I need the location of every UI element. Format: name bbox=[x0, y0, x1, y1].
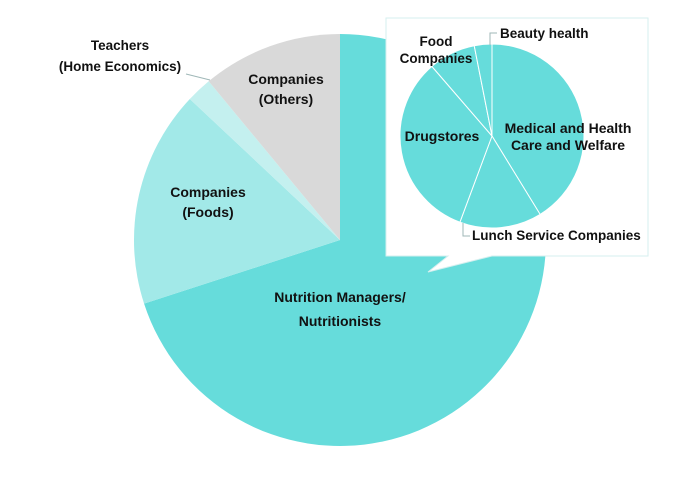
pie-slice-teachers-home-economics bbox=[189, 81, 340, 241]
leader-lines bbox=[185, 32, 497, 237]
pie-labels: Nutrition Managers/Nutritionists Companie… bbox=[59, 26, 641, 329]
breakdown-slice-label-lunch-service-companies: Lunch Service Companies bbox=[472, 228, 641, 243]
breakdown-slice-leader-lunch-service-companies bbox=[462, 223, 470, 237]
main-slice-leader-teachers-home-economics bbox=[185, 73, 211, 81]
main-slice-label-line: Nutrition Managers/ bbox=[274, 289, 406, 305]
breakdown-slice-leader-beauty-health bbox=[489, 32, 497, 45]
breakdown-slice-label-line: Companies bbox=[400, 51, 473, 66]
breakdown-slice-label-medical-and-health-care-and-welfare: Medical and Health Care and Welfare bbox=[505, 120, 632, 153]
main-slice-label-line: Teachers bbox=[91, 38, 149, 53]
main-slice-label-line: (Home Economics) bbox=[59, 59, 181, 74]
breakdown-slice-label-line: Lunch Service Companies bbox=[472, 228, 641, 243]
pie-slice-companies-others bbox=[208, 34, 340, 240]
breakdown-slice-label-line: Food bbox=[420, 34, 453, 49]
breakdown-slice-label-line: Beauty health bbox=[500, 26, 589, 41]
main-slice-label-line: (Others) bbox=[259, 91, 313, 107]
breakdown-slice-label-food-companies: Food Companies bbox=[400, 34, 473, 66]
main-slice-label-companies-others: Companies (Others) bbox=[248, 71, 324, 107]
main-slice-label-line: Companies bbox=[170, 184, 246, 200]
breakdown-slice-label-beauty-health: Beauty health bbox=[500, 26, 589, 41]
breakdown-slice-drugstores bbox=[399, 65, 493, 223]
breakdown-slice-label-line: Drugstores bbox=[405, 128, 480, 144]
breakdown-slice-label-drugstores: Drugstores bbox=[405, 128, 480, 144]
breakdown-slice-label-line: Medical and Health bbox=[505, 120, 632, 136]
breakdown-pie bbox=[399, 43, 585, 229]
main-slice-label-teachers-home-economics: Teachers (Home Economics) bbox=[59, 38, 181, 74]
pie-slice-companies-foods bbox=[133, 98, 340, 304]
breakdown-slice-beauty-health bbox=[473, 43, 493, 137]
main-slice-label-nutrition-managers-nutritionists: Nutrition Managers/Nutritionists bbox=[274, 289, 406, 329]
main-slice-label-line: Nutritionists bbox=[299, 313, 382, 329]
breakdown-slice-lunch-service-companies bbox=[459, 134, 541, 229]
main-slice-label-companies-foods: Companies (Foods) bbox=[170, 184, 246, 220]
breakdown-slice-medical-and-health-care-and-welfare bbox=[491, 43, 585, 216]
main-slice-label-line: (Foods) bbox=[182, 204, 233, 220]
main-slice-label-line: Companies bbox=[248, 71, 324, 87]
breakdown-slice-label-line: Care and Welfare bbox=[511, 137, 625, 153]
